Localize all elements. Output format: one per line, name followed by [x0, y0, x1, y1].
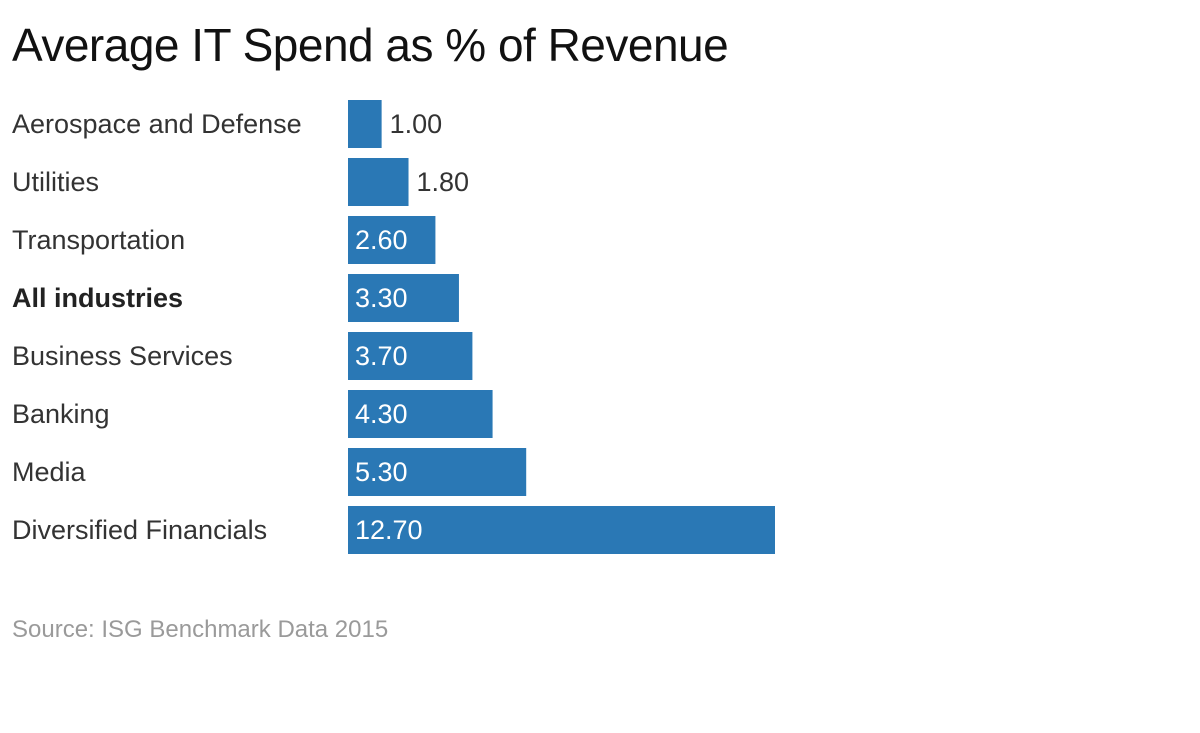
bar [348, 448, 527, 496]
data-label: 4.30 [355, 399, 408, 429]
bar [348, 274, 459, 322]
data-label: 2.60 [355, 225, 408, 255]
bar [348, 216, 436, 264]
category-label: Diversified Financials [12, 515, 267, 545]
category-label: Transportation [12, 225, 185, 255]
bar [348, 158, 409, 206]
bar [348, 100, 382, 148]
category-label: Media [12, 457, 87, 487]
data-label: 1.80 [417, 167, 470, 197]
data-label: 12.70 [355, 515, 423, 545]
category-label: Banking [12, 399, 110, 429]
category-label: Utilities [12, 167, 99, 197]
data-label: 1.00 [390, 109, 443, 139]
source-note: Source: ISG Benchmark Data 2015 [12, 616, 389, 643]
category-label: Aerospace and Defense [12, 109, 302, 139]
bar [348, 506, 775, 554]
bar [348, 390, 493, 438]
bar [348, 332, 473, 380]
chart-title: Average IT Spend as % of Revenue [12, 19, 729, 71]
bar-chart: Aerospace and Defense 1.00 Utilities 1.80 Tr… [12, 100, 775, 554]
category-label: Business Services [12, 341, 233, 371]
data-label: 5.30 [355, 457, 408, 487]
category-label: All industries [12, 283, 183, 313]
data-label: 3.70 [355, 341, 408, 371]
data-label: 3.30 [355, 283, 408, 313]
